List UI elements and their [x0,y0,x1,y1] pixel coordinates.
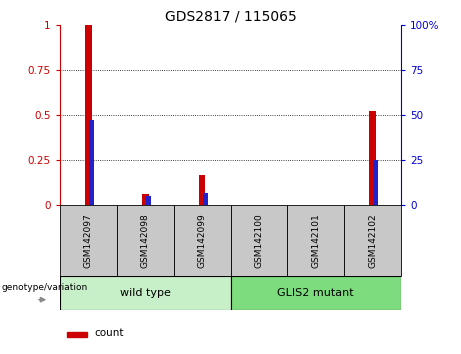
Bar [146,196,151,205]
Bar [369,112,376,205]
Bar [344,205,401,276]
Text: GSM142099: GSM142099 [198,213,207,268]
Bar [85,25,92,205]
Text: GSM142098: GSM142098 [141,213,150,268]
Bar [199,175,206,205]
Bar [117,205,174,276]
Text: GSM142100: GSM142100 [254,213,263,268]
Bar [60,205,117,276]
Bar [60,276,230,310]
Bar [89,120,94,205]
Text: GSM142097: GSM142097 [84,213,93,268]
Text: wild type: wild type [120,288,171,298]
Bar [374,160,378,205]
Text: count: count [94,327,124,338]
Text: genotype/variation: genotype/variation [1,284,88,292]
Bar [230,276,401,310]
Bar [67,332,87,337]
Text: GSM142102: GSM142102 [368,213,377,268]
Bar [287,205,344,276]
Bar [230,205,287,276]
Title: GDS2817 / 115065: GDS2817 / 115065 [165,10,296,24]
Text: GLIS2 mutant: GLIS2 mutant [278,288,354,298]
Text: GSM142101: GSM142101 [311,213,320,268]
Bar [203,193,208,205]
Bar [142,194,148,205]
Bar [174,205,230,276]
